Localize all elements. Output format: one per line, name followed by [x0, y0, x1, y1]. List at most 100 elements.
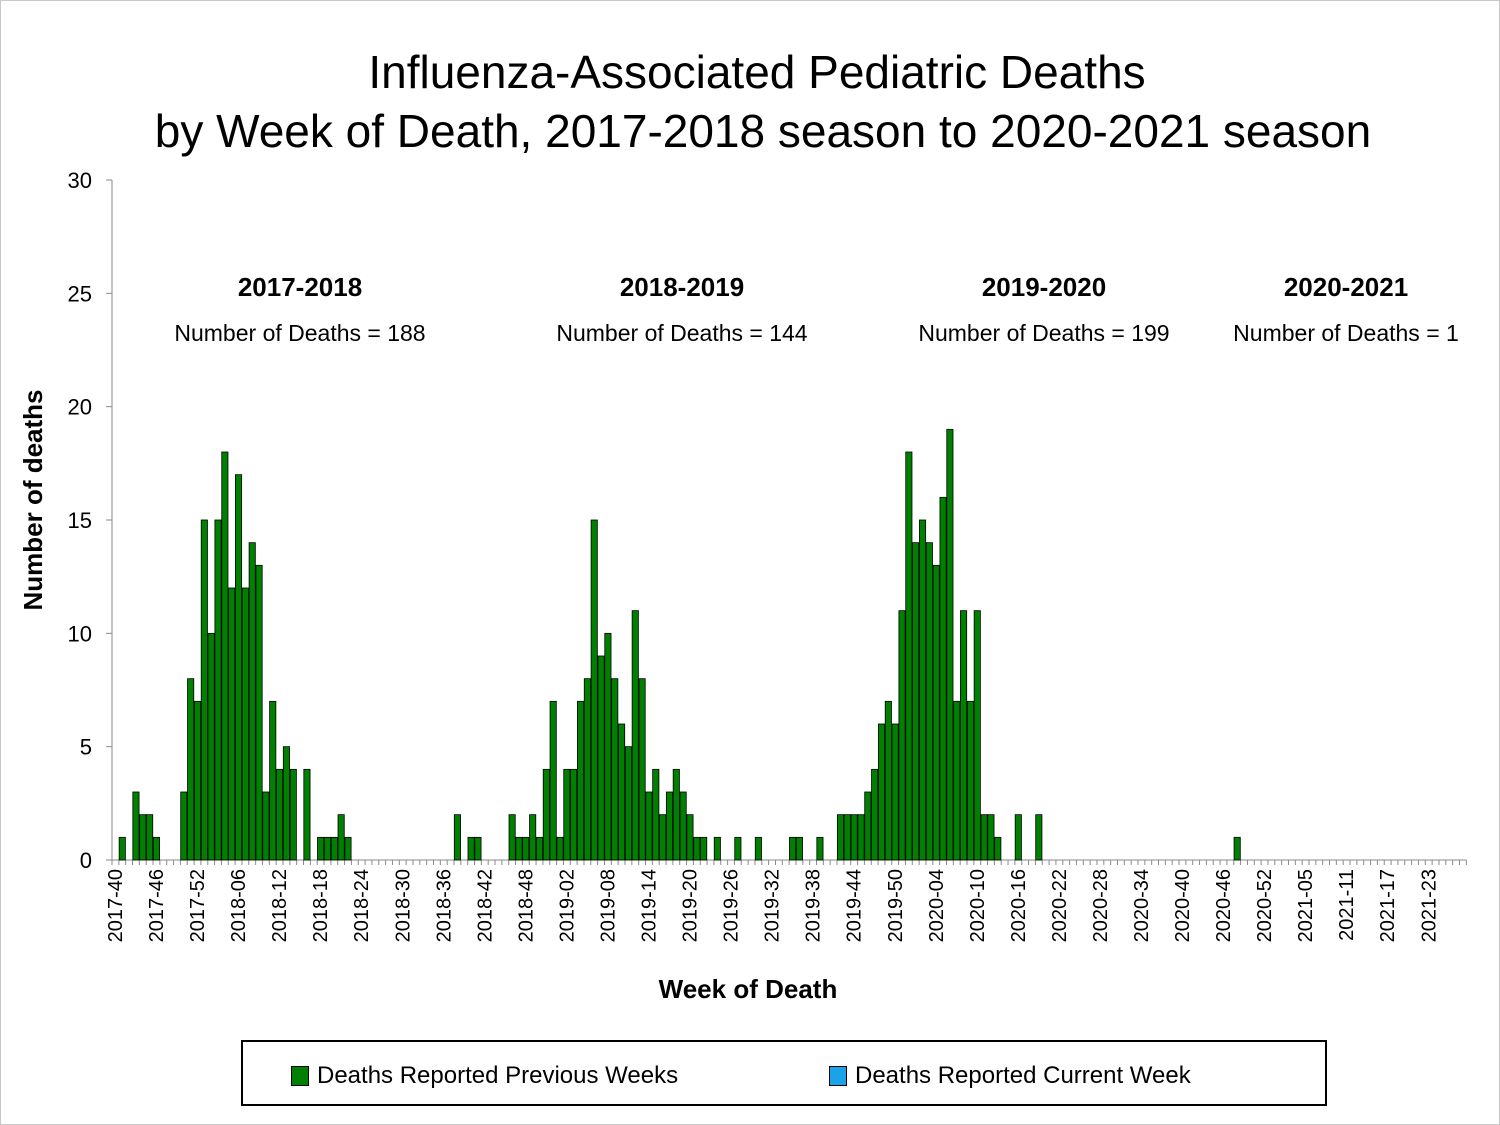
x-tick-label: 2017-52 [187, 869, 209, 942]
x-tick-label: 2019-20 [680, 869, 702, 942]
bar [864, 791, 872, 861]
x-tick-label: 2019-08 [597, 869, 619, 942]
bar [132, 791, 140, 861]
x-tick-label: 2020-10 [967, 869, 989, 942]
bar [1035, 814, 1043, 861]
bar [255, 564, 263, 861]
y-tick-label: 5 [80, 735, 92, 760]
bar [884, 700, 892, 861]
x-tick-label: 2021-17 [1377, 869, 1399, 942]
season-count: Number of Deaths = 144 [556, 320, 807, 346]
bar [515, 836, 523, 861]
bar [583, 678, 591, 861]
bar [877, 723, 886, 861]
x-tick-label: 2020-04 [926, 869, 948, 942]
x-tick-label: 2018-42 [474, 869, 496, 942]
bar [816, 836, 824, 861]
bar [330, 836, 338, 861]
x-tick-label: 2017-46 [146, 869, 168, 942]
bar [556, 836, 564, 861]
bar [289, 768, 297, 861]
axes: 0 5 10 15 20 25 30 2017-40 2017-46 2017-52 2018-06… [68, 168, 1467, 942]
bar [221, 451, 229, 861]
x-tick-label: 2018-18 [310, 869, 332, 942]
bar [679, 791, 687, 861]
bar [611, 678, 619, 861]
y-tick-label: 30 [68, 168, 92, 193]
x-axis-label: Week of Death [659, 974, 838, 1004]
bar [836, 814, 844, 861]
bar [898, 610, 906, 861]
bar [932, 564, 940, 861]
bar [282, 746, 290, 861]
chart-title-line2: by Week of Death, 2017-2018 season to 20… [155, 105, 1371, 157]
legend-item-previous: Deaths Reported Previous Weeks [291, 1062, 678, 1090]
bar [563, 768, 571, 861]
bar [686, 814, 694, 861]
x-tick-label: 2018-30 [392, 869, 414, 942]
bar [871, 768, 879, 861]
bar [570, 768, 578, 861]
bar [645, 791, 653, 861]
x-tick-label: 2020-34 [1131, 869, 1153, 942]
season-heading: 2018-2019 [620, 272, 744, 302]
bar [474, 836, 482, 861]
x-tick-label: 2021-11 [1336, 869, 1358, 941]
bar [857, 814, 865, 861]
bar [303, 768, 311, 861]
legend-label-current: Deaths Reported Current Week [855, 1062, 1191, 1089]
bar [912, 542, 920, 861]
bar [659, 814, 667, 861]
season-heading: 2019-2020 [982, 272, 1106, 302]
bar [960, 610, 968, 861]
bar [919, 519, 927, 861]
legend-item-current: Deaths Reported Current Week [829, 1062, 1191, 1090]
y-tick-label: 25 [68, 281, 92, 306]
x-tick-label: 2018-36 [433, 869, 455, 942]
bar [276, 768, 284, 861]
bar [214, 519, 222, 861]
bar [638, 678, 646, 861]
bar [624, 746, 632, 861]
bar [590, 519, 598, 861]
bar [734, 836, 742, 861]
x-tick-label: 2020-40 [1172, 869, 1194, 942]
bar [597, 655, 605, 861]
bar [693, 836, 701, 861]
bar [262, 791, 270, 861]
bar [529, 814, 537, 861]
bar [535, 836, 544, 861]
season-count: Number of Deaths = 199 [918, 320, 1169, 346]
bar [152, 836, 160, 861]
bar [508, 814, 516, 861]
legend: Deaths Reported Previous Weeks Deaths Re… [241, 1040, 1327, 1106]
x-tick-label: 2020-22 [1049, 869, 1071, 942]
bar [631, 610, 639, 861]
bar [200, 519, 208, 861]
legend-swatch-current [829, 1066, 847, 1086]
bar [118, 836, 126, 861]
bar [337, 814, 345, 861]
bar [966, 700, 974, 861]
season-heading: 2020-2021 [1284, 272, 1408, 302]
bar [235, 474, 243, 861]
x-tick-label: 2019-02 [556, 869, 578, 942]
bar [180, 791, 188, 861]
bar [139, 814, 147, 861]
bar [789, 836, 797, 861]
bar [187, 678, 195, 861]
bars [118, 428, 1241, 861]
bar [672, 768, 680, 861]
bar [269, 700, 277, 861]
bar [1233, 836, 1241, 861]
bar [228, 587, 236, 861]
bar [754, 836, 762, 861]
bar [577, 700, 585, 861]
x-tick-label: 2019-44 [844, 869, 866, 942]
x-tick-label: 2020-46 [1213, 869, 1235, 942]
bar [1014, 814, 1022, 861]
y-tick-label: 15 [68, 508, 92, 533]
bar [344, 836, 352, 861]
bar [905, 451, 913, 861]
